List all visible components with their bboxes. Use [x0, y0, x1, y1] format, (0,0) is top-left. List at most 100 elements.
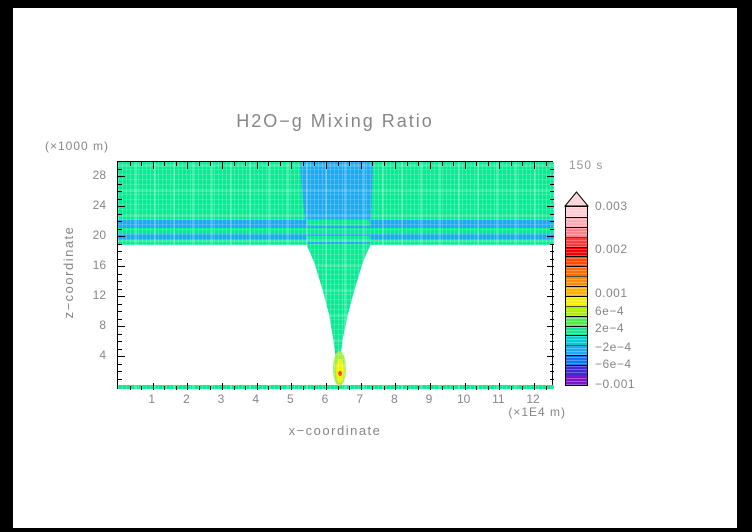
y-tick-label: 8 — [99, 318, 106, 332]
tick-mark — [118, 183, 122, 185]
plume-strata-line — [307, 226, 370, 228]
tick-mark — [268, 386, 270, 390]
tick-mark — [175, 162, 177, 166]
tick-mark — [129, 386, 131, 390]
tick-mark — [118, 221, 122, 222]
colorbar-band — [566, 207, 587, 217]
plot-area — [117, 161, 554, 390]
tick-mark — [545, 386, 547, 390]
tick-mark — [476, 162, 478, 166]
tick-mark — [547, 176, 554, 177]
colorbar-overflow-arrow-icon — [563, 191, 590, 207]
tick-mark — [152, 162, 154, 169]
tick-mark — [314, 386, 316, 390]
colorbar-band — [566, 365, 587, 375]
colorbar-tick-label: 0.001 — [595, 286, 628, 300]
tick-mark — [550, 273, 554, 275]
tick-mark — [198, 162, 200, 166]
tick-mark — [118, 258, 122, 260]
plume-strata-overlay — [307, 220, 370, 246]
colorbar-band — [566, 216, 587, 227]
tick-mark — [187, 162, 189, 169]
tick-mark — [499, 383, 501, 390]
tick-mark — [118, 236, 125, 237]
x-tick-label: 6 — [321, 392, 329, 406]
colorbar-band — [566, 325, 587, 336]
tick-mark — [510, 162, 512, 166]
tick-mark — [118, 288, 122, 290]
x-tick-label: 9 — [425, 392, 433, 406]
tick-mark — [349, 386, 351, 390]
tick-mark — [118, 303, 122, 305]
tick-mark — [550, 183, 554, 185]
colorbar-band — [566, 236, 587, 247]
colorbar-band — [566, 266, 587, 277]
tick-mark — [118, 198, 122, 200]
tick-mark — [499, 162, 501, 169]
colorbar-band — [566, 256, 587, 267]
tick-mark — [550, 348, 554, 350]
tick-mark — [118, 273, 122, 275]
tick-mark — [441, 162, 443, 166]
tick-mark — [406, 162, 408, 166]
tick-mark — [383, 386, 385, 390]
tick-mark — [118, 206, 125, 207]
colorbar-band — [566, 335, 587, 346]
tick-mark — [118, 228, 122, 230]
border-bar-left — [0, 0, 13, 532]
tick-mark — [547, 326, 554, 327]
tick-mark — [118, 318, 122, 320]
tick-mark — [118, 378, 122, 380]
border-bar-top — [0, 0, 752, 8]
tick-mark — [550, 168, 554, 170]
tick-mark — [302, 162, 304, 166]
tick-mark — [118, 326, 125, 327]
tick-mark — [550, 258, 554, 260]
tick-mark — [233, 162, 235, 166]
colorbar-tick-label: −2e−4 — [595, 340, 632, 354]
tick-mark — [175, 386, 177, 390]
border-bar-bottom — [0, 528, 752, 532]
tick-mark — [118, 356, 125, 357]
tick-mark — [464, 383, 466, 390]
tick-mark — [118, 213, 122, 215]
tick-mark — [406, 386, 408, 390]
colorbar-tick-label: 2e−4 — [595, 321, 625, 335]
colorbar-band — [566, 345, 587, 356]
tick-mark — [222, 383, 223, 390]
x-axis-unit-label: (×1E4 m) — [508, 405, 566, 419]
tick-mark — [268, 162, 270, 166]
x-tick-label: 7 — [356, 392, 363, 406]
tick-mark — [395, 162, 397, 169]
plume-strata-line — [307, 242, 370, 244]
x-tick-label: 3 — [217, 392, 225, 406]
tick-mark — [453, 162, 455, 166]
colorbar-tick-label: −0.001 — [595, 377, 636, 391]
x-tick-label: 12 — [526, 392, 540, 406]
tick-mark — [233, 386, 235, 390]
tick-mark — [487, 162, 489, 166]
y-tick-label: 16 — [92, 258, 106, 272]
tick-mark — [118, 341, 122, 342]
tick-mark — [534, 162, 535, 169]
tick-mark — [129, 162, 131, 166]
tick-mark — [522, 386, 524, 390]
tick-mark — [372, 162, 374, 166]
colorbar-band — [566, 355, 587, 365]
surface-layer-strip — [118, 385, 554, 389]
tick-mark — [118, 251, 122, 252]
tick-mark — [550, 191, 554, 192]
tick-mark — [550, 251, 554, 252]
tick-mark — [418, 386, 420, 390]
tick-mark — [550, 311, 554, 312]
tick-mark — [383, 162, 385, 166]
tick-mark — [279, 162, 281, 166]
colorbar-bands — [566, 207, 587, 385]
tick-mark — [118, 168, 122, 170]
tick-mark — [164, 162, 166, 166]
tick-mark — [550, 378, 554, 380]
tick-mark — [337, 162, 339, 166]
colorbar-band — [566, 286, 587, 296]
tick-mark — [360, 162, 362, 169]
tick-mark — [256, 162, 258, 169]
